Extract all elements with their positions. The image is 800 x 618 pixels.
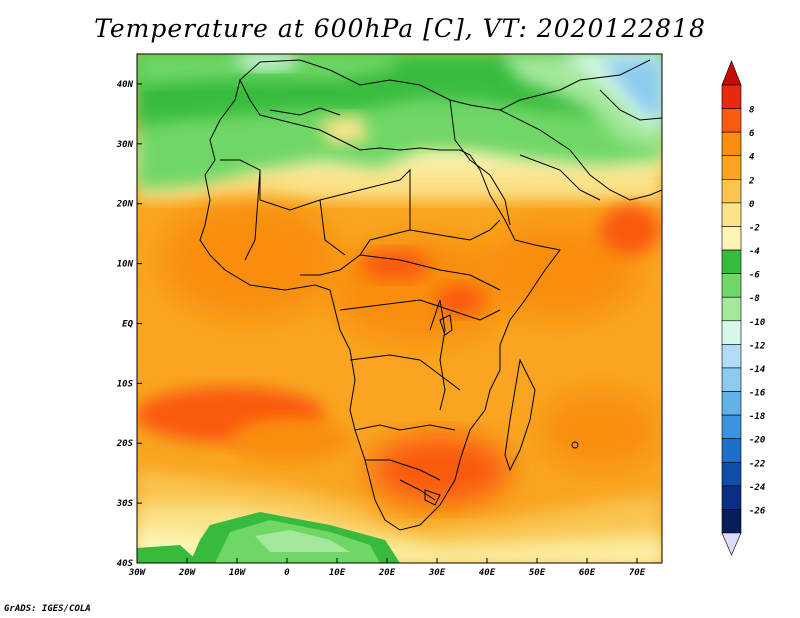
colorbar-segment	[721, 438, 742, 463]
colorbar-label: -8	[749, 294, 760, 304]
lon-label: 20E	[378, 568, 396, 578]
colorbar-segment	[721, 108, 742, 133]
lon-label: 30E	[428, 568, 446, 578]
colorbar-label: -4	[749, 247, 760, 257]
colorbar-label: 6	[749, 129, 755, 139]
lat-label: 40S	[117, 559, 134, 569]
colorbar-label: -6	[749, 271, 760, 281]
temperature-field	[137, 54, 662, 563]
lat-label: 20S	[116, 439, 134, 449]
map-title: Temperature at 600hPa [C], VT: 202012281…	[94, 14, 706, 43]
colorbar-segment	[721, 344, 742, 369]
lat-label: 20N	[116, 200, 134, 210]
colorbar-segment	[721, 414, 742, 439]
lon-label: 0	[284, 568, 290, 578]
colorbar-segment	[721, 296, 742, 322]
lat-label: 10N	[117, 260, 134, 270]
colorbar-label: 8	[749, 106, 754, 116]
footer-credit: GrADS: IGES/COLA	[4, 604, 91, 614]
lat-label: 10S	[117, 379, 134, 389]
lon-label: 70E	[629, 568, 646, 578]
colorbar-segment	[721, 320, 742, 345]
colorbar-segment	[721, 155, 742, 180]
lat-label: 30N	[116, 140, 134, 150]
lon-label: 30W	[128, 568, 147, 578]
lon-label: 40E	[479, 568, 496, 578]
latitude-axis: 40N 30N 20N 10N EQ 10S 20S 30S 40S	[116, 80, 142, 569]
lat-label: EQ	[122, 319, 133, 329]
colorbar-label: 0	[749, 200, 755, 210]
colorbar-bottom-arrow	[721, 532, 742, 556]
colorbar-segment	[721, 367, 742, 392]
colorbar: 8 6 4 2 0 -2 -4 -6 -8 -10 -12 -14 -16 -18 -20 -22 -24 -26	[721, 60, 766, 556]
colorbar-segment	[721, 509, 742, 534]
colorbar-segment	[721, 131, 742, 157]
colorbar-segment	[721, 249, 742, 274]
colorbar-segment	[721, 202, 742, 227]
colorbar-segment	[721, 461, 742, 487]
colorbar-label: -16	[749, 389, 766, 399]
colorbar-segment	[721, 485, 742, 510]
colorbar-label: -26	[749, 506, 766, 516]
colorbar-label: -10	[749, 318, 766, 328]
lon-label: 10E	[329, 568, 346, 578]
lon-label: 60E	[579, 568, 596, 578]
lon-label: 10W	[229, 568, 247, 578]
lat-label: 40N	[117, 80, 134, 90]
lat-label: 30S	[116, 499, 134, 509]
colorbar-label: -24	[749, 483, 765, 493]
colorbar-label: -14	[749, 365, 765, 375]
colorbar-segment	[721, 391, 742, 416]
colorbar-label: -22	[749, 459, 765, 469]
colorbar-label: -12	[749, 341, 765, 351]
colorbar-label: -20	[749, 436, 766, 446]
lon-label: 20W	[178, 568, 197, 578]
colorbar-segment	[721, 84, 742, 109]
colorbar-label: 4	[749, 153, 754, 163]
colorbar-segment	[721, 226, 742, 251]
coastlines	[199, 59, 662, 531]
colorbar-label: -18	[749, 412, 765, 422]
colorbar-label: -2	[749, 223, 760, 233]
lon-label: 50E	[529, 568, 546, 578]
colorbar-top-arrow	[721, 60, 742, 86]
colorbar-label: 2	[748, 176, 754, 186]
colorbar-segment	[721, 179, 742, 204]
colorbar-segment	[721, 273, 742, 298]
map-frame	[136, 53, 663, 564]
longitude-axis: 30W 20W 10W 0 10E 20E 30E 40E 50E 60E 70E	[128, 558, 646, 578]
